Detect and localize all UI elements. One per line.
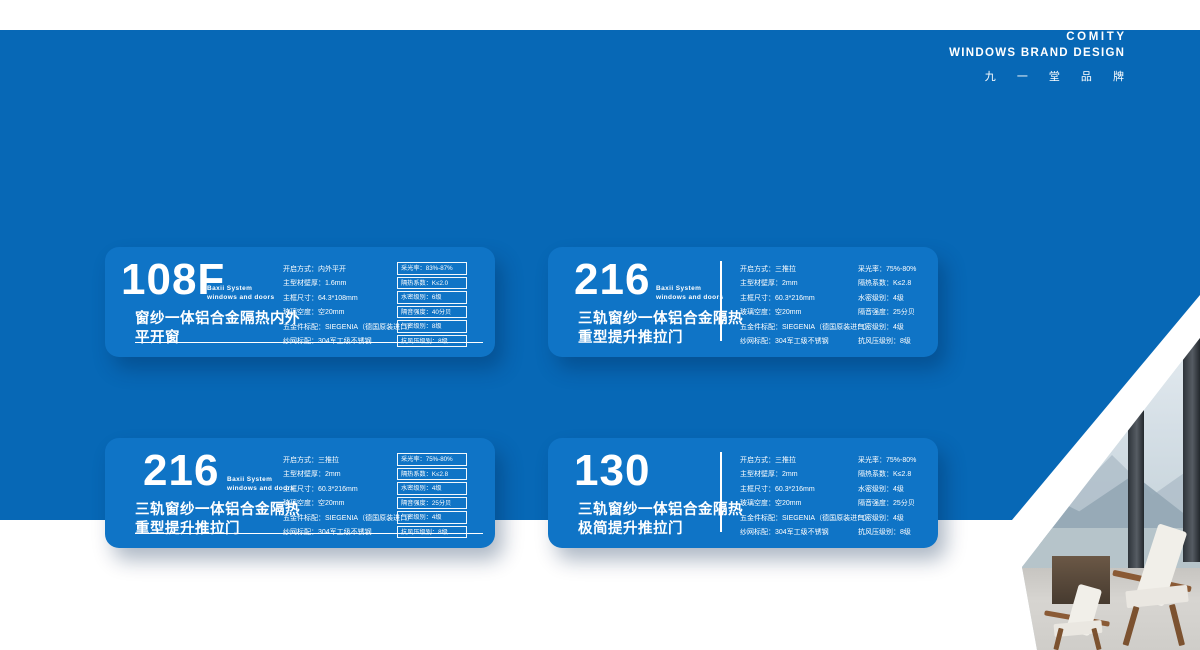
spec-list: 开启方式：三推拉 主型材壁厚：2mm 主框尺寸：60.3*216mm 玻璃空度：空20… bbox=[740, 454, 871, 540]
metric-box: 采光率：83%-87% bbox=[397, 262, 467, 275]
product-title: 三轨窗纱一体铝合金隔热 极简提升推拉门 bbox=[578, 501, 743, 539]
title-line-2: 平开窗 bbox=[135, 329, 180, 346]
spec-row: 玻璃空度：空20mm bbox=[283, 309, 345, 317]
metric-row: 气密级别：4级 bbox=[858, 514, 904, 522]
metric-row: 水密级别：4级 bbox=[858, 294, 904, 302]
title-line-2: 重型提升推拉门 bbox=[135, 520, 240, 537]
chair-seat-cushion bbox=[1125, 584, 1189, 609]
spec-row: 五金件标配：SIEGENIA（德国原装进口） bbox=[740, 323, 872, 331]
metric-list: 采光率：75%-80% 隔热系数：K≤2.8 水密级别：4级隔音强度：25分贝 气密级… bbox=[858, 263, 916, 349]
metric-row: 隔音强度：25分贝 bbox=[858, 309, 915, 317]
chair-leg bbox=[1169, 603, 1185, 647]
photo-armchair-right bbox=[1112, 523, 1200, 650]
model-number: 216 bbox=[143, 446, 220, 495]
metric-list: 采光率：75%-80% 隔热系数：K≤2.8 水密级别：4级隔音强度：25分贝 气密级… bbox=[858, 454, 916, 540]
metric-box: 抗风压级别：8级 bbox=[397, 334, 467, 347]
metric-box: 隔热系数：K≤2.0 bbox=[397, 276, 467, 289]
system-label: Baxii System windows and doors bbox=[227, 476, 294, 493]
metric-box: 抗风压级别：8级 bbox=[397, 525, 467, 538]
chair-leg bbox=[1122, 605, 1140, 647]
brand-name-chinese: 九 一 堂 品 牌 bbox=[984, 71, 1133, 83]
metric-box: 气密级别：8级 bbox=[397, 320, 467, 333]
spec-row: 主型材壁厚：1.6mm bbox=[283, 280, 347, 288]
title-line-2: 重型提升推拉门 bbox=[578, 329, 683, 346]
metric-row: 抗风压级别：8级 bbox=[858, 529, 911, 537]
page-header: COMITY WINDOWS BRAND DESIGN 九 一 堂 品 牌 bbox=[949, 31, 1124, 84]
system-label: Baxii System windows and doors bbox=[207, 285, 274, 302]
system-label-line2: windows and doors bbox=[227, 484, 295, 492]
system-label-line2: windows and doors bbox=[207, 293, 275, 301]
title-line-1: 三轨窗纱一体铝合金隔热 bbox=[135, 502, 300, 518]
vertical-divider bbox=[720, 452, 722, 532]
window-mullion bbox=[1183, 338, 1200, 562]
spec-row: 纱网标配：304军工级不锈钢 bbox=[283, 529, 372, 537]
title-line-1: 窗纱一体铝合金隔热内外 bbox=[135, 311, 300, 327]
brand-name: COMITY bbox=[1066, 31, 1127, 43]
metric-row: 水密级别：4级 bbox=[858, 485, 904, 493]
spec-row: 开启方式：内外平开 bbox=[283, 266, 346, 273]
spec-row: 主框尺寸：60.3*216mm bbox=[740, 485, 815, 493]
spec-row: 纱网标配：304军工级不锈钢 bbox=[740, 338, 829, 346]
title-line-2: 极简提升推拉门 bbox=[578, 520, 683, 537]
metric-box: 隔音强度：25分贝 bbox=[397, 496, 467, 509]
spec-row: 开启方式：三推拉 bbox=[740, 266, 796, 273]
model-number: 108F bbox=[121, 255, 226, 304]
metric-row: 隔音强度：25分贝 bbox=[858, 500, 915, 508]
spec-row: 主框尺寸：60.3*216mm bbox=[740, 294, 815, 302]
spec-row: 开启方式：三推拉 bbox=[740, 457, 796, 464]
system-label-line1: Baxii System bbox=[656, 285, 702, 292]
product-title: 三轨窗纱一体铝合金隔热 重型提升推拉门 bbox=[578, 310, 743, 348]
metric-row: 采光率：75%-80% bbox=[858, 457, 917, 464]
spec-list: 开启方式：三推拉 主型材壁厚：2mm 主框尺寸：60.3*216mm 玻璃空度：空20… bbox=[740, 263, 871, 349]
spec-list: 开启方式：三推拉 主型材壁厚：2mm 主框尺寸：60.3*216mm 玻璃空度：空20… bbox=[283, 454, 414, 540]
spec-row: 玻璃空度：空20mm bbox=[740, 309, 802, 317]
spec-list: 开启方式：内外平开 主型材壁厚：1.6mm 主框尺寸：64.3*108mm 玻璃空度：… bbox=[283, 263, 414, 349]
metric-row: 采光率：75%-80% bbox=[858, 266, 917, 273]
system-label-line1: Baxii System bbox=[207, 285, 253, 292]
metric-box: 采光率：75%-80% bbox=[397, 453, 467, 466]
spec-row: 主型材壁厚：2mm bbox=[740, 471, 798, 479]
metric-box: 水密级别：4级 bbox=[397, 482, 467, 495]
spec-row: 主框尺寸：64.3*108mm bbox=[283, 294, 358, 302]
system-label-line2: windows and doors bbox=[656, 293, 724, 301]
system-label-line1: Baxii System bbox=[227, 476, 273, 483]
metric-box: 气密级别：4级 bbox=[397, 511, 467, 524]
product-card-108f: 108F Baxii System windows and doors 窗纱一体… bbox=[105, 247, 495, 357]
metric-list: 采光率：75%-80% 隔热系数：K≤2.8 水密级别：4级 隔音强度：25分贝 气密级… bbox=[397, 453, 467, 540]
spec-row: 主型材壁厚：2mm bbox=[740, 280, 798, 288]
metric-row: 抗风压级别：8级 bbox=[858, 338, 911, 346]
product-card-130: 130 三轨窗纱一体铝合金隔热 极简提升推拉门 开启方式：三推拉 主型材壁厚：2m… bbox=[548, 438, 938, 548]
spec-row: 五金件标配：SIEGENIA（德国原装进口） bbox=[283, 323, 415, 331]
spec-row: 玻璃空度：空20mm bbox=[740, 500, 802, 508]
product-card-216-top: 216 Baxii System windows and doors 三轨窗纱一… bbox=[548, 247, 938, 357]
spec-row: 纱网标配：304军工级不锈钢 bbox=[283, 338, 372, 346]
spec-row: 玻璃空度：空20mm bbox=[283, 500, 345, 508]
spec-row: 纱网标配：304军工级不锈钢 bbox=[740, 529, 829, 537]
title-line-1: 三轨窗纱一体铝合金隔热 bbox=[578, 502, 743, 518]
spec-row: 主型材壁厚：2mm bbox=[283, 471, 341, 479]
product-card-216-bottom: 216 Baxii System windows and doors 三轨窗纱一… bbox=[105, 438, 495, 548]
title-underline bbox=[135, 341, 483, 343]
metric-box: 隔热系数：K≤2.8 bbox=[397, 467, 467, 480]
vertical-divider bbox=[720, 261, 722, 341]
title-underline bbox=[135, 532, 483, 534]
model-number: 216 bbox=[574, 255, 651, 304]
brand-subtitle: WINDOWS BRAND DESIGN bbox=[949, 47, 1126, 59]
metric-list: 采光率：83%-87% 隔热系数：K≤2.0 水密级别：6级 隔音强度：40分贝 气密级… bbox=[397, 262, 467, 349]
model-number: 130 bbox=[574, 446, 651, 495]
metric-box: 水密级别：6级 bbox=[397, 291, 467, 304]
metric-box: 隔音强度：40分贝 bbox=[397, 305, 467, 318]
spec-row: 开启方式：三推拉 bbox=[283, 457, 339, 464]
photo-armchair-left bbox=[1042, 583, 1122, 650]
title-line-1: 三轨窗纱一体铝合金隔热 bbox=[578, 311, 743, 327]
spec-row: 主框尺寸：60.3*216mm bbox=[283, 485, 358, 493]
metric-row: 气密级别：4级 bbox=[858, 323, 904, 331]
system-label: Baxii System windows and doors bbox=[656, 285, 723, 302]
spec-row: 五金件标配：SIEGENIA（德国原装进口） bbox=[283, 514, 415, 522]
metric-row: 隔热系数：K≤2.8 bbox=[858, 471, 912, 479]
spec-row: 五金件标配：SIEGENIA（德国原装进口） bbox=[740, 514, 872, 522]
metric-row: 隔热系数：K≤2.8 bbox=[858, 280, 912, 288]
